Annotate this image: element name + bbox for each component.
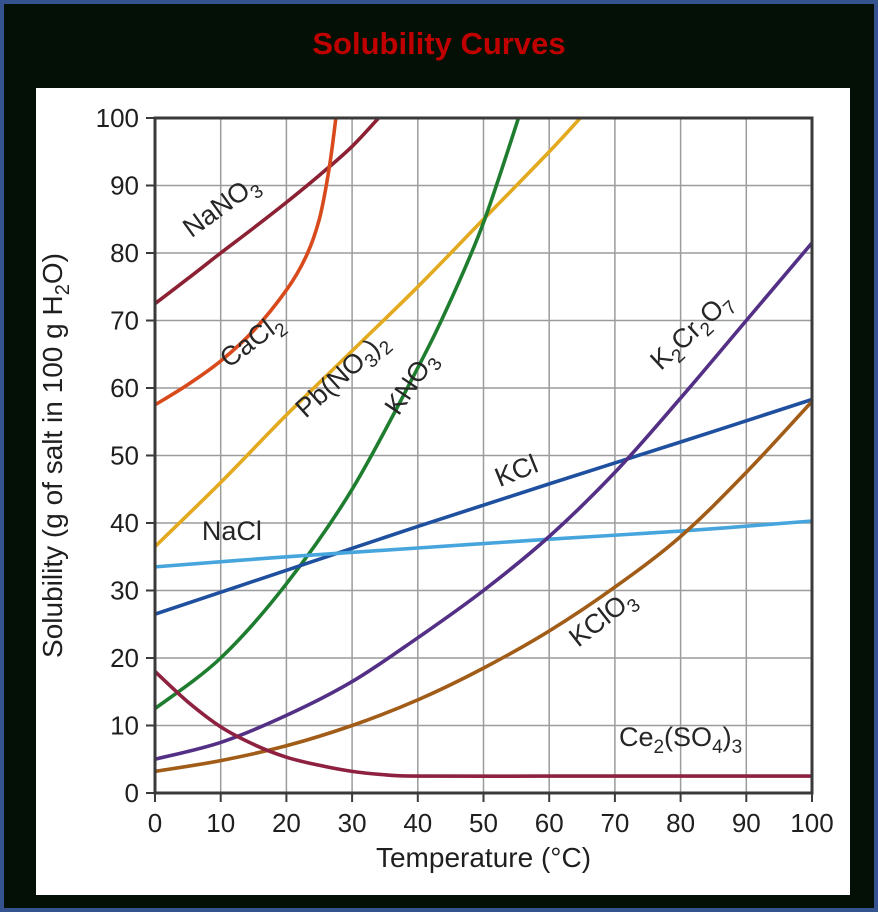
curve-CaCl2 [155, 118, 338, 407]
x-tick-label: 80 [666, 808, 695, 838]
curve-K2Cr2O7 [155, 241, 812, 762]
curve-labels: NaNO3CaCl2Pb(NO3)2KNO3KClNaClKClO3K2Cr2O… [177, 169, 742, 758]
curve-KCl [155, 397, 812, 616]
curve-NaCl [155, 519, 812, 569]
curve-label-NaCl: NaCl [202, 516, 262, 546]
x-tick-label: 20 [272, 808, 301, 838]
x-tick-label: 60 [535, 808, 564, 838]
x-tick-label: 90 [732, 808, 761, 838]
curve-label-Ce2(SO4)3: Ce2(SO4)3 [619, 722, 742, 758]
axis-ticks [146, 117, 813, 802]
y-tick-label: 90 [110, 171, 139, 201]
y-tick-label: 20 [110, 643, 139, 673]
gridlines [155, 118, 812, 793]
y-tick-label: 50 [110, 441, 139, 471]
y-tick-label: 30 [110, 576, 139, 606]
curve-label-CaCl2: CaCl2 [214, 307, 292, 378]
curve-label-K2Cr2O7: K2Cr2O7 [644, 286, 741, 380]
solubility-chart: 0 10 20 30 40 50 60 70 80 90 100 0 10 20 30 40 50 60 70 80 9… [37, 103, 834, 873]
y-tick-label: 40 [110, 508, 139, 538]
page-title: Solubility Curves [312, 26, 566, 61]
curve-label-NaNO3: NaNO3 [177, 169, 267, 248]
curves [155, 118, 812, 779]
x-tick-label: 10 [206, 808, 235, 838]
x-tick-label: 50 [469, 808, 498, 838]
curve-Pb(NO3)2 [155, 118, 583, 549]
y-tick-label: 70 [110, 306, 139, 336]
x-tick-label: 0 [148, 808, 162, 838]
x-axis-title: Temperature (°C) [376, 842, 591, 873]
y-tick-label: 10 [110, 711, 139, 741]
tick-labels: 0 10 20 30 40 50 60 70 80 90 100 0 10 20 30 40 50 60 70 80 9… [96, 103, 834, 838]
chart-panel: 0 10 20 30 40 50 60 70 80 90 100 0 10 20 30 40 50 60 70 80 9… [36, 88, 850, 895]
x-tick-label: 30 [338, 808, 367, 838]
x-tick-label: 100 [790, 808, 833, 838]
y-axis-title: Solubility (g of salt in 100 g H2O) [37, 253, 74, 658]
curve-label-Pb(NO3)2: Pb(NO3)2 [290, 326, 398, 428]
y-tick-label: 0 [125, 778, 139, 808]
y-tick-label: 80 [110, 238, 139, 268]
x-tick-label: 70 [600, 808, 629, 838]
curve-KNO3 [155, 118, 521, 711]
y-tick-label: 60 [110, 373, 139, 403]
y-tick-label: 100 [96, 103, 139, 133]
curve-NaNO3 [155, 118, 382, 306]
x-tick-label: 40 [403, 808, 432, 838]
curve-Ce2(SO4)3 [155, 669, 812, 779]
